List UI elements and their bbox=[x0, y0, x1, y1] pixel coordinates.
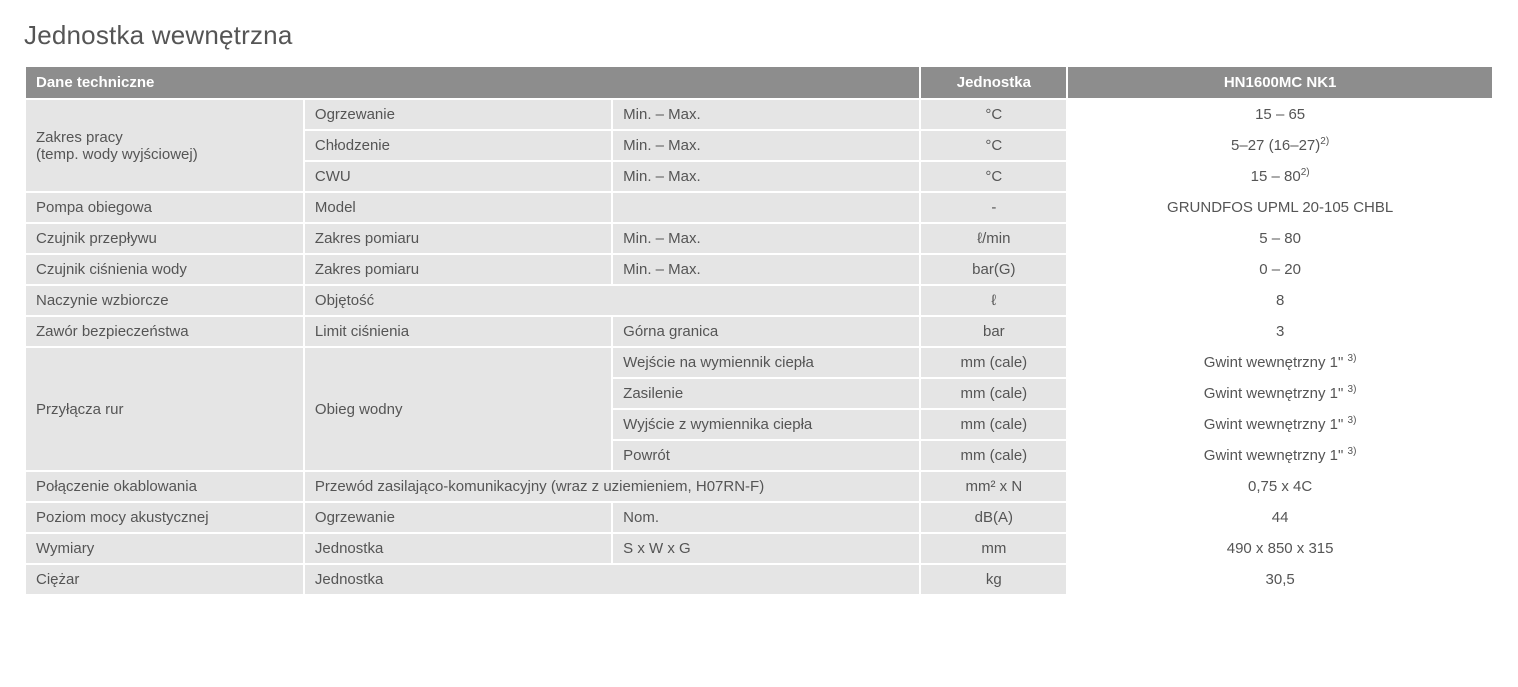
cell-value: 490 x 850 x 315 bbox=[1067, 533, 1493, 564]
cell-sub: Przewód zasilająco-komunikacyjny (wraz z… bbox=[304, 471, 921, 502]
cell-cond: Min. – Max. bbox=[612, 161, 920, 192]
value-sup: 3) bbox=[1348, 446, 1357, 457]
cell-cond: Zasilenie bbox=[612, 378, 920, 409]
value-text: Gwint wewnętrzny 1" bbox=[1204, 385, 1344, 402]
cell-value: GRUNDFOS UPML 20-105 CHBL bbox=[1067, 192, 1493, 223]
cell-cond: Min. – Max. bbox=[612, 254, 920, 285]
cell-value: 8 bbox=[1067, 285, 1493, 316]
cell-cond: Powrót bbox=[612, 440, 920, 471]
table-row: Poziom mocy akustycznej Ogrzewanie Nom. … bbox=[25, 502, 1493, 533]
cell-unit: mm² x N bbox=[920, 471, 1067, 502]
cell-cond: Górna granica bbox=[612, 316, 920, 347]
table-row: Czujnik przepływu Zakres pomiaru Min. – … bbox=[25, 223, 1493, 254]
header-tech-data: Dane techniczne bbox=[25, 66, 920, 99]
value-sup: 3) bbox=[1348, 384, 1357, 395]
cell-value: 3 bbox=[1067, 316, 1493, 347]
value-text: 5–27 (16–27) bbox=[1231, 137, 1320, 154]
table-row: Zawór bezpieczeństwa Limit ciśnienia Gór… bbox=[25, 316, 1493, 347]
cell-unit: - bbox=[920, 192, 1067, 223]
cell-label: Zawór bezpieczeństwa bbox=[25, 316, 304, 347]
cell-value: 0,75 x 4C bbox=[1067, 471, 1493, 502]
cell-sub: Ogrzewanie bbox=[304, 99, 612, 130]
cell-sub: Objętość bbox=[304, 285, 921, 316]
cell-label: Połączenie okablowania bbox=[25, 471, 304, 502]
table-row: Zakres pracy (temp. wody wyjściowej) Ogr… bbox=[25, 99, 1493, 130]
cell-label: Wymiary bbox=[25, 533, 304, 564]
cell-value: 5–27 (16–27)2) bbox=[1067, 130, 1493, 161]
cell-cond: Min. – Max. bbox=[612, 130, 920, 161]
table-row: Połączenie okablowania Przewód zasilając… bbox=[25, 471, 1493, 502]
cell-sub: Jednostka bbox=[304, 564, 921, 595]
cell-cond: Wejście na wymiennik ciepła bbox=[612, 347, 920, 378]
value-sup: 3) bbox=[1348, 415, 1357, 426]
cell-unit: mm (cale) bbox=[920, 347, 1067, 378]
cell-value: 5 – 80 bbox=[1067, 223, 1493, 254]
cell-cond: S x W x G bbox=[612, 533, 920, 564]
cell-sub: Model bbox=[304, 192, 612, 223]
page-title: Jednostka wewnętrzna bbox=[24, 20, 1494, 51]
value-text: Gwint wewnętrzny 1" bbox=[1204, 416, 1344, 433]
cell-unit: bar(G) bbox=[920, 254, 1067, 285]
cell-unit: ℓ/min bbox=[920, 223, 1067, 254]
value-sup: 3) bbox=[1348, 353, 1357, 364]
cell-sub: Chłodzenie bbox=[304, 130, 612, 161]
value-sup: 2) bbox=[1301, 167, 1310, 178]
cell-cond: Nom. bbox=[612, 502, 920, 533]
cell-unit: ℓ bbox=[920, 285, 1067, 316]
cell-label: Pompa obiegowa bbox=[25, 192, 304, 223]
cell-sub: Limit ciśnienia bbox=[304, 316, 612, 347]
header-model: HN1600MC NK1 bbox=[1067, 66, 1493, 99]
cell-range-label: Zakres pracy (temp. wody wyjściowej) bbox=[25, 99, 304, 192]
cell-sub: Jednostka bbox=[304, 533, 612, 564]
cell-value: Gwint wewnętrzny 1" 3) bbox=[1067, 409, 1493, 440]
cell-label: Poziom mocy akustycznej bbox=[25, 502, 304, 533]
cell-cond: Min. – Max. bbox=[612, 99, 920, 130]
table-row: Przyłącza rur Obieg wodny Wejście na wym… bbox=[25, 347, 1493, 378]
table-row: Naczynie wzbiorcze Objętość ℓ 8 bbox=[25, 285, 1493, 316]
cell-unit: mm (cale) bbox=[920, 440, 1067, 471]
cell-value: 15 – 802) bbox=[1067, 161, 1493, 192]
cell-label: Ciężar bbox=[25, 564, 304, 595]
cell-pipes-label: Przyłącza rur bbox=[25, 347, 304, 471]
cell-unit: °C bbox=[920, 99, 1067, 130]
cell-unit: °C bbox=[920, 130, 1067, 161]
cell-value: 30,5 bbox=[1067, 564, 1493, 595]
cell-cond bbox=[612, 192, 920, 223]
cell-sub: Ogrzewanie bbox=[304, 502, 612, 533]
cell-label: Czujnik przepływu bbox=[25, 223, 304, 254]
cell-pipes-sub: Obieg wodny bbox=[304, 347, 612, 471]
cell-label: Czujnik ciśnienia wody bbox=[25, 254, 304, 285]
cell-unit: mm bbox=[920, 533, 1067, 564]
header-unit: Jednostka bbox=[920, 66, 1067, 99]
cell-unit: dB(A) bbox=[920, 502, 1067, 533]
cell-sub: CWU bbox=[304, 161, 612, 192]
cell-unit: °C bbox=[920, 161, 1067, 192]
cell-unit: mm (cale) bbox=[920, 409, 1067, 440]
cell-value: 15 – 65 bbox=[1067, 99, 1493, 130]
cell-value: Gwint wewnętrzny 1" 3) bbox=[1067, 378, 1493, 409]
value-text: Gwint wewnętrzny 1" bbox=[1204, 447, 1344, 464]
cell-unit: mm (cale) bbox=[920, 378, 1067, 409]
table-header-row: Dane techniczne Jednostka HN1600MC NK1 bbox=[25, 66, 1493, 99]
table-row: Pompa obiegowa Model - GRUNDFOS UPML 20-… bbox=[25, 192, 1493, 223]
table-row: Czujnik ciśnienia wody Zakres pomiaru Mi… bbox=[25, 254, 1493, 285]
cell-value: 0 – 20 bbox=[1067, 254, 1493, 285]
cell-sub: Zakres pomiaru bbox=[304, 223, 612, 254]
value-text: 15 – 80 bbox=[1251, 168, 1301, 185]
cell-label: Naczynie wzbiorcze bbox=[25, 285, 304, 316]
cell-unit: bar bbox=[920, 316, 1067, 347]
cell-value: Gwint wewnętrzny 1" 3) bbox=[1067, 347, 1493, 378]
cell-cond: Min. – Max. bbox=[612, 223, 920, 254]
table-row: Wymiary Jednostka S x W x G mm 490 x 850… bbox=[25, 533, 1493, 564]
cell-value: 44 bbox=[1067, 502, 1493, 533]
spec-table: Dane techniczne Jednostka HN1600MC NK1 Z… bbox=[24, 65, 1494, 596]
cell-cond: Wyjście z wymiennika ciepła bbox=[612, 409, 920, 440]
value-sup: 2) bbox=[1320, 136, 1329, 147]
cell-sub: Zakres pomiaru bbox=[304, 254, 612, 285]
cell-value: Gwint wewnętrzny 1" 3) bbox=[1067, 440, 1493, 471]
table-row: Ciężar Jednostka kg 30,5 bbox=[25, 564, 1493, 595]
cell-unit: kg bbox=[920, 564, 1067, 595]
value-text: Gwint wewnętrzny 1" bbox=[1204, 354, 1344, 371]
